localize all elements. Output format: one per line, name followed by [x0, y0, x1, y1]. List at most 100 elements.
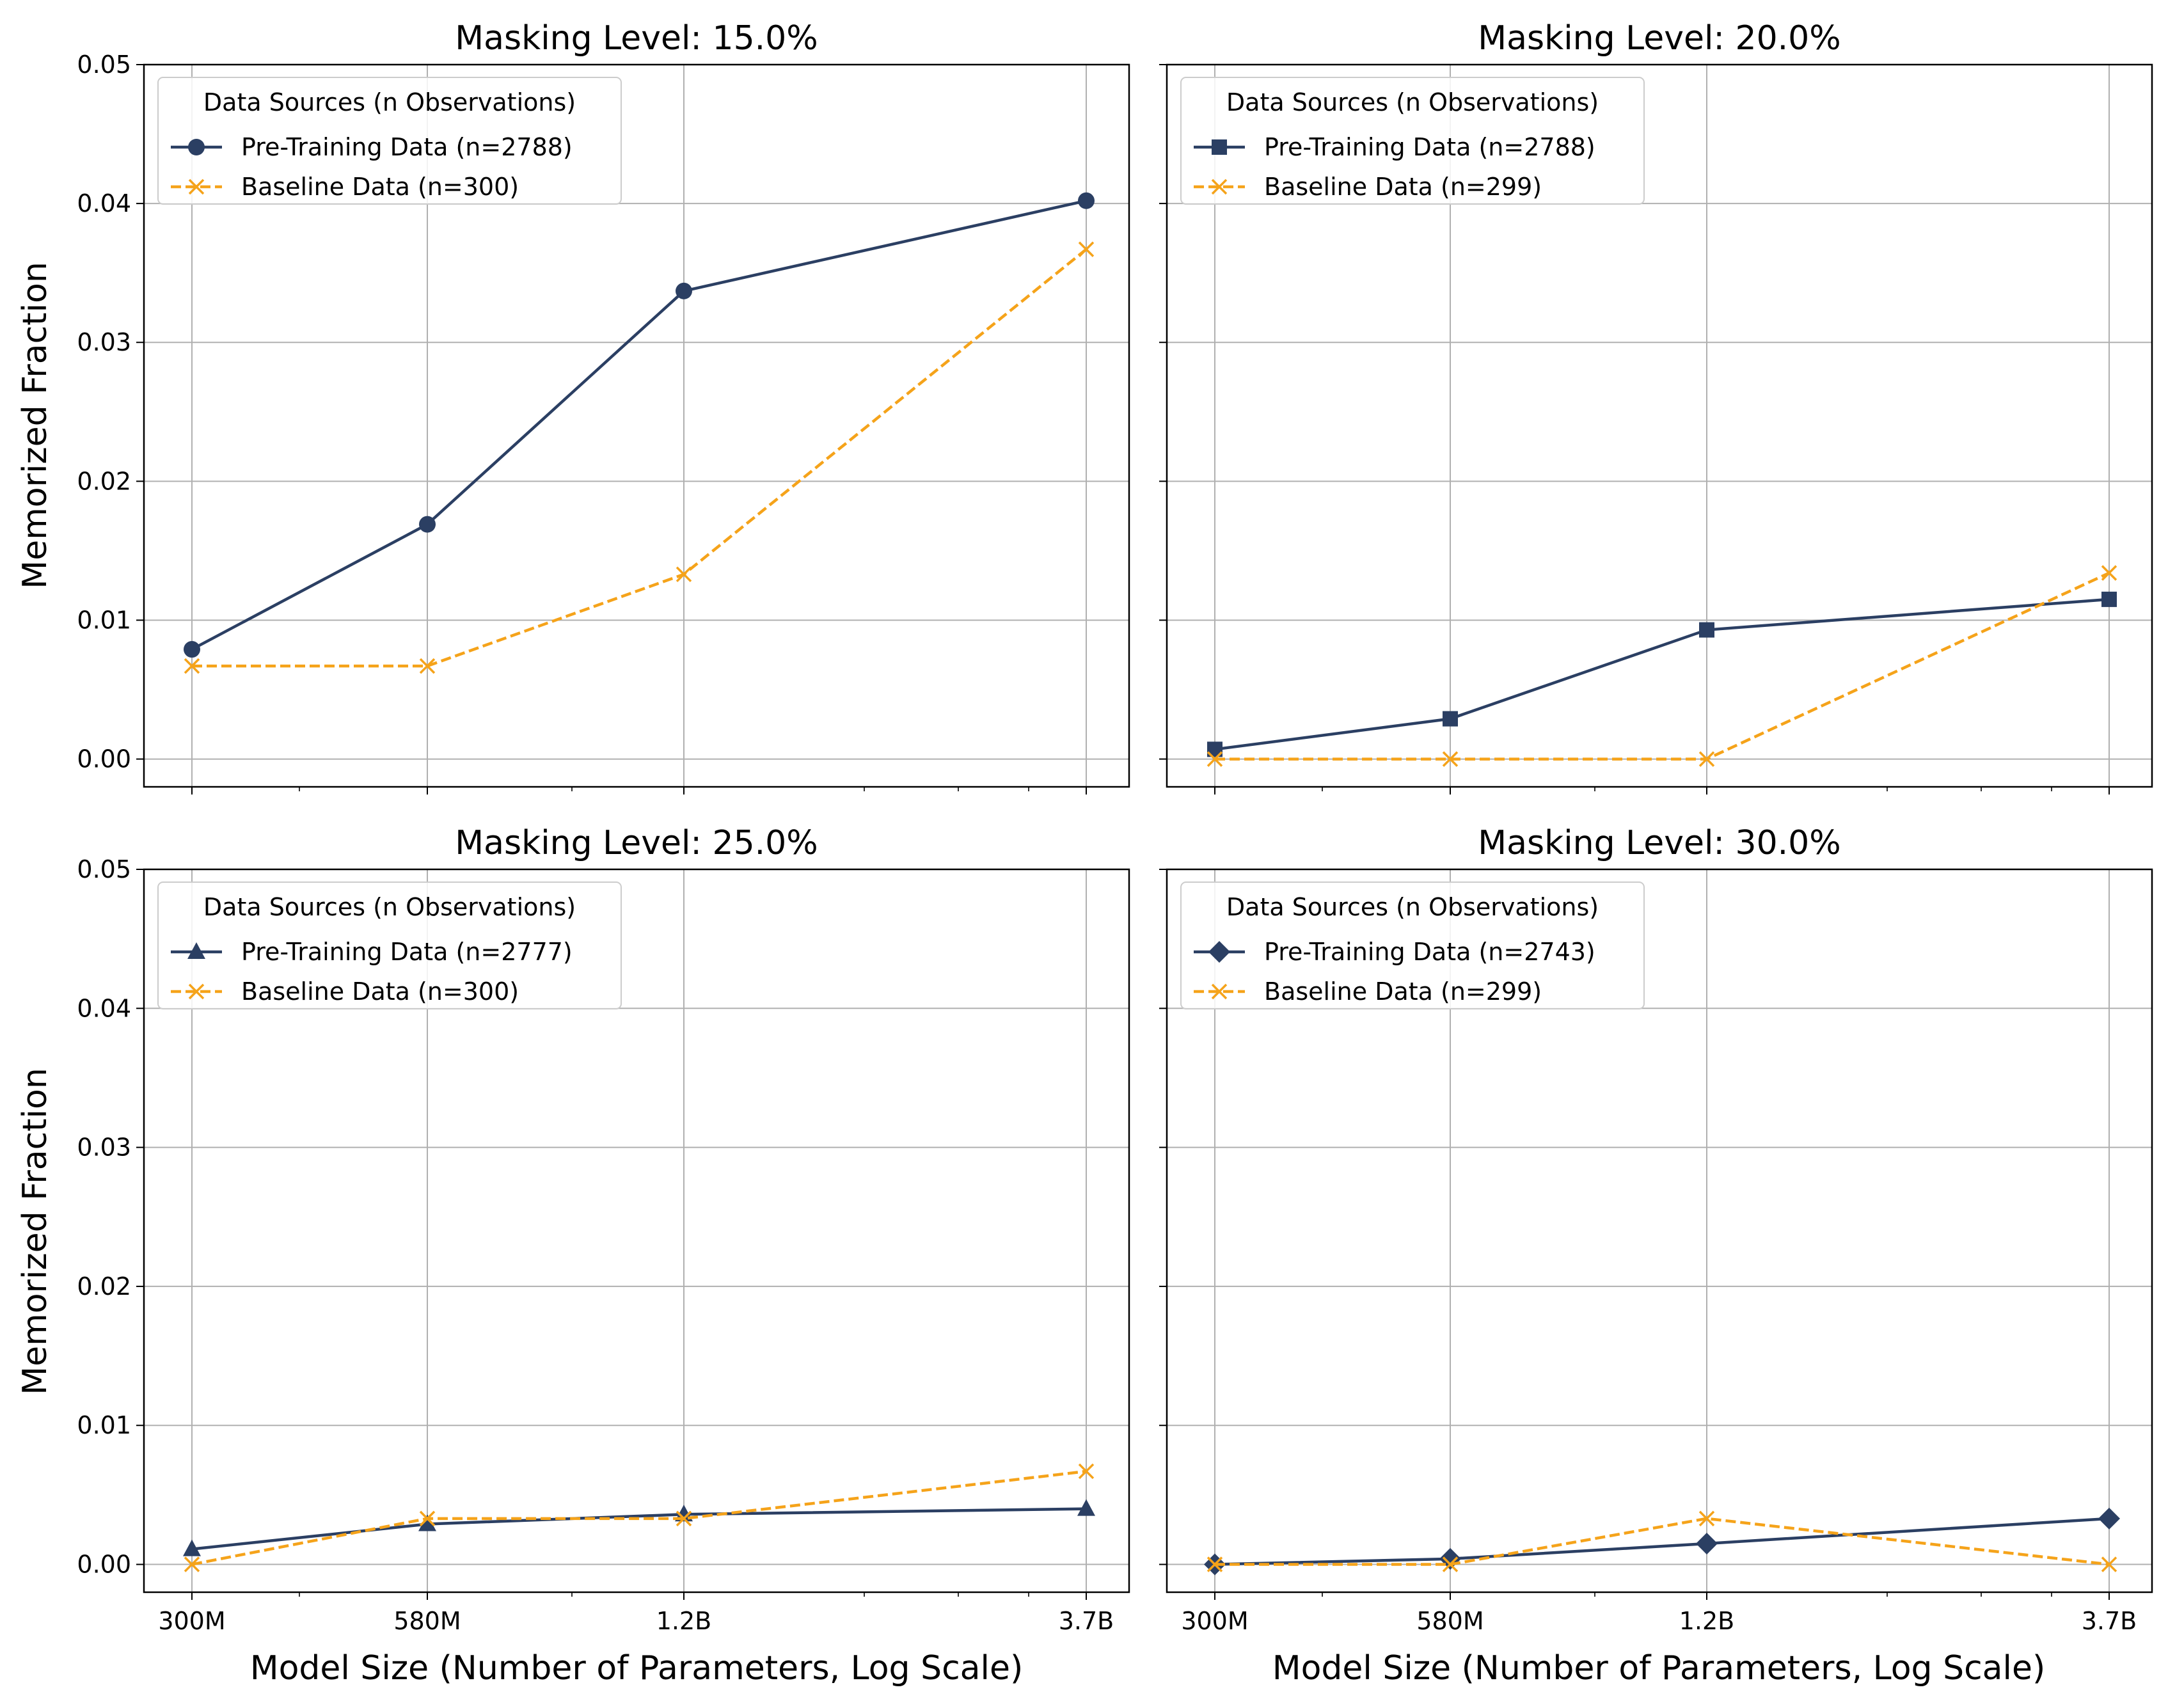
y-tick-label: 0.04	[77, 189, 131, 217]
subplot-title: Masking Level: 25.0%	[455, 824, 818, 862]
baseline-line	[192, 248, 1088, 668]
legend: Data Sources (n Observations) Pre-Trainin…	[157, 77, 622, 205]
legend-box	[1180, 77, 1645, 205]
baseline-point	[1442, 1556, 1459, 1572]
x-tick-label: 580M	[393, 1607, 461, 1635]
y-tick-label: 0.02	[77, 467, 131, 495]
pretraining-line	[1214, 1517, 2110, 1566]
y-tick-label: 0.04	[77, 994, 131, 1022]
pretraining-point	[1077, 1499, 1095, 1516]
legend-box	[1180, 882, 1645, 1009]
subplot-title: Masking Level: 20.0%	[1478, 19, 1840, 58]
y-tick-label: 0.03	[77, 328, 131, 356]
pretraining-point	[1439, 1547, 1461, 1570]
pretraining-point	[419, 516, 436, 533]
y-axis-label-top: Memorized Fraction	[16, 262, 54, 589]
legend-marker	[187, 942, 205, 959]
pretraining-point	[1078, 192, 1095, 209]
legend-box	[157, 882, 622, 1009]
legend-entry: Pre-Training Data (n=2777)	[241, 938, 573, 966]
x-tick-label: 3.7B	[1059, 1607, 1114, 1635]
axes-frame	[1166, 63, 2153, 788]
baseline-line	[1215, 571, 2110, 761]
legend: Data Sources (n Observations) Pre-Trainin…	[1180, 882, 1645, 1009]
baseline-point	[1078, 241, 1095, 258]
legend-marker	[1208, 941, 1230, 963]
legend-marker	[188, 139, 205, 155]
baseline-point	[419, 1510, 436, 1527]
baseline-point	[676, 566, 692, 583]
baseline-point	[2101, 1556, 2117, 1572]
pretraining-point	[2101, 591, 2117, 607]
legend-marker	[1211, 983, 1228, 1000]
legend-marker	[1211, 178, 1228, 195]
legend-entry: Baseline Data (n=300)	[241, 977, 519, 1006]
y-tick-label: 0.01	[77, 1411, 131, 1439]
subplot-4: Masking Level: 30.0% 300M 580M 1.2B 3.7B Data…	[1159, 824, 2153, 1635]
legend-marker	[188, 983, 205, 1000]
x-tick-label: 300M	[158, 1607, 225, 1635]
legend-entry: Baseline Data (n=300)	[241, 173, 519, 201]
baseline-point	[1698, 1510, 1715, 1527]
legend-title: Data Sources (n Observations)	[1226, 893, 1599, 921]
legend-entry: Baseline Data (n=299)	[1264, 173, 1542, 201]
x-axis-label-right: Model Size (Number of Parameters, Log Sc…	[1272, 1649, 2046, 1688]
axes-frame	[1166, 868, 2153, 1593]
legend-title: Data Sources (n Observations)	[1226, 88, 1599, 116]
x-axis-label-left: Model Size (Number of Parameters, Log Sc…	[250, 1649, 1024, 1688]
subplot-3: Masking Level: 25.0% 0.00 0.01 0.02 0.03 0.04…	[77, 824, 1130, 1635]
baseline-line	[191, 1469, 1087, 1566]
pretraining-line	[191, 199, 1087, 651]
pretraining-point	[2098, 1507, 2120, 1530]
pretraining-point	[676, 282, 692, 299]
x-tick-label: 1.2B	[656, 1607, 712, 1635]
legend-marker	[188, 178, 205, 195]
legend-entry: Pre-Training Data (n=2788)	[241, 133, 573, 161]
x-tick-label: 300M	[1181, 1607, 1248, 1635]
y-tick-label: 0.05	[77, 51, 131, 79]
baseline-point	[1207, 1556, 1223, 1572]
legend-marker	[1212, 139, 1227, 155]
subplot-title: Masking Level: 30.0%	[1478, 824, 1840, 862]
baseline-point	[676, 1510, 692, 1527]
x-tick-label: 3.7B	[2082, 1607, 2137, 1635]
subplot-title: Masking Level: 15.0%	[455, 19, 818, 58]
legend: Data Sources (n Observations) Pre-Trainin…	[157, 882, 622, 1009]
baseline-point	[1207, 751, 1223, 767]
baseline-point	[1442, 751, 1459, 767]
y-tick-label: 0.00	[77, 1551, 131, 1579]
pretraining-line	[191, 1507, 1087, 1551]
legend-entry: Pre-Training Data (n=2743)	[1264, 938, 1595, 966]
y-axis-label-bottom: Memorized Fraction	[16, 1068, 54, 1395]
legend-entry: Baseline Data (n=299)	[1264, 977, 1542, 1006]
y-tick-label: 0.05	[77, 855, 131, 883]
baseline-point	[184, 658, 200, 674]
pretraining-point	[183, 1539, 201, 1556]
legend-entry: Pre-Training Data (n=2788)	[1264, 133, 1595, 161]
baseline-point	[1698, 751, 1715, 767]
x-tick-label: 1.2B	[1679, 1607, 1735, 1635]
legend-title: Data Sources (n Observations)	[203, 893, 576, 921]
pretraining-point	[1696, 1532, 1718, 1554]
legend-title: Data Sources (n Observations)	[203, 88, 576, 116]
baseline-point	[1078, 1463, 1095, 1480]
legend-box	[157, 77, 622, 205]
subplot-1: Masking Level: 15.0% 0.00 0.01 0.02 0.03 0.04…	[77, 19, 1130, 795]
pretraining-point	[418, 1514, 436, 1531]
y-tick-label: 0.02	[77, 1272, 131, 1301]
x-tick-label: 580M	[1416, 1607, 1484, 1635]
baseline-point	[184, 1556, 200, 1572]
y-tick-label: 0.01	[77, 606, 131, 634]
axes-frame	[143, 63, 1130, 788]
pretraining-point	[184, 641, 200, 658]
baseline-point	[419, 658, 436, 674]
baseline-point	[2101, 565, 2117, 581]
y-tick-label: 0.03	[77, 1134, 131, 1162]
pretraining-point	[1699, 622, 1714, 638]
pretraining-line	[1214, 597, 2110, 751]
axes-frame	[143, 868, 1130, 1593]
y-tick-label: 0.00	[77, 745, 131, 773]
legend: Data Sources (n Observations) Pre-Trainin…	[1180, 77, 1645, 205]
pretraining-point	[1443, 711, 1458, 727]
